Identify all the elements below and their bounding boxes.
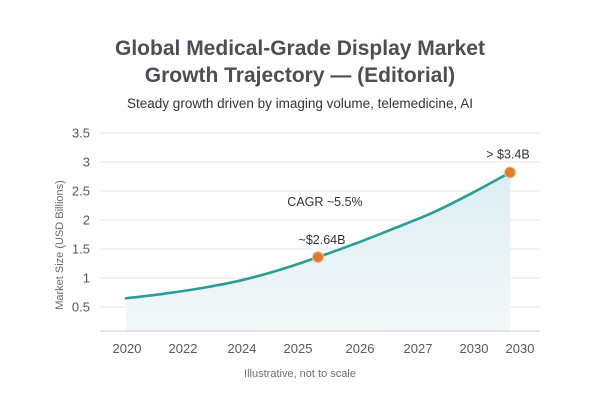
highlight-label: ~$2.64B bbox=[299, 233, 346, 247]
chart-title-line-1: Global Medical-Grade Display Market bbox=[115, 37, 485, 60]
highlight-point bbox=[504, 166, 516, 179]
area-layer bbox=[126, 172, 510, 331]
chart-subtitle: Steady growth driven by imaging volume, … bbox=[127, 96, 473, 111]
x-tick-label: 2027 bbox=[404, 341, 433, 356]
y-tick-label: 3.5 bbox=[72, 126, 90, 141]
y-tick-label: 2 bbox=[83, 213, 90, 228]
x-tick-label: 2030 bbox=[460, 341, 489, 356]
x-tick-label: 2025 bbox=[284, 341, 313, 356]
highlight-point bbox=[312, 251, 324, 264]
y-tick-label: 3 bbox=[83, 155, 90, 170]
y-tick-label: 2.5 bbox=[72, 184, 90, 199]
x-tick-label: 2030 bbox=[506, 341, 535, 356]
highlight-points bbox=[312, 166, 516, 264]
x-tick-label: 2020 bbox=[113, 341, 142, 356]
chart-title-line-2: Growth Trajectory — (Editorial) bbox=[144, 64, 456, 87]
y-axis-title: Market Size (USD Billions) bbox=[54, 180, 66, 310]
y-tick-label: 1.5 bbox=[72, 242, 90, 257]
x-tick-label: 2026 bbox=[346, 341, 375, 356]
labels: 0.5 1 1.5 2 2.5 3 3.5 2020 2022 2024 2025 2026 2027 2… bbox=[54, 126, 534, 357]
x-tick-label: 2022 bbox=[169, 341, 198, 356]
annotation-label: CAGR ~5.5% bbox=[287, 195, 362, 209]
highlight-label: > $3.4B bbox=[486, 147, 529, 161]
series-area-fill bbox=[126, 172, 510, 331]
y-tick-label: 1 bbox=[83, 271, 90, 286]
x-tick-label: 2024 bbox=[228, 341, 257, 356]
y-tick-label: 0.5 bbox=[72, 300, 90, 315]
chart-footnote: Illustrative, not to scale bbox=[244, 368, 356, 380]
